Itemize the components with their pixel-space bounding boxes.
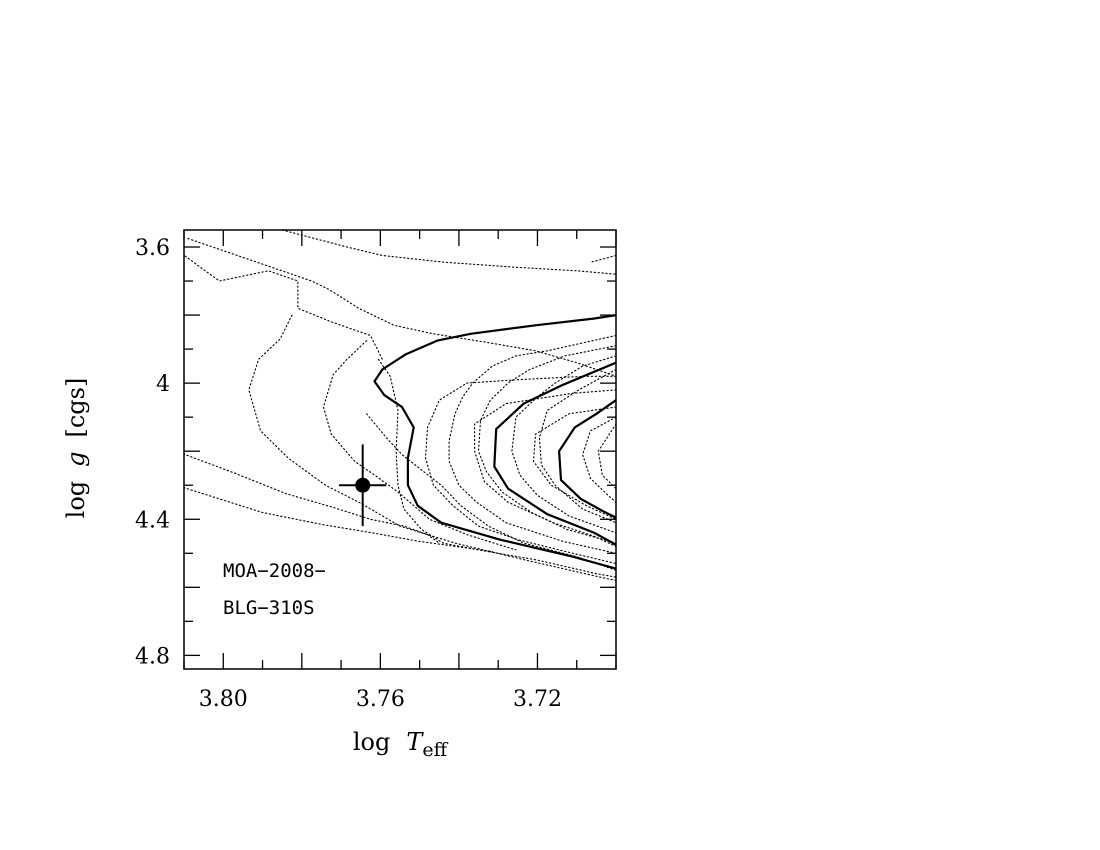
solid-contour-2 [558, 399, 616, 519]
target-label-line-2: BLG−310S [223, 597, 315, 619]
x-tick-label-380: 3.80 [199, 687, 248, 712]
dotted-track-21 [597, 423, 616, 490]
dotted-track-20 [582, 416, 616, 503]
solid-contour-1 [493, 361, 616, 546]
x-tick-label-372: 3.72 [513, 687, 562, 712]
target-error-bars [339, 444, 387, 527]
y-tick-label-4: 4 [156, 372, 170, 397]
dotted-track-8 [184, 254, 383, 360]
axis-ticks [183, 230, 617, 669]
dotted-track-12 [184, 487, 493, 553]
target-label-line-1: MOA−2008− [223, 560, 326, 582]
dotted-track-7 [532, 406, 616, 520]
dotted-track-10 [589, 254, 616, 263]
isochrone-curves [184, 230, 616, 582]
dotted-track-4 [377, 358, 616, 578]
target-star-point [355, 477, 371, 493]
x-tick-label-376: 3.76 [356, 687, 405, 712]
x-axis-title: log Teff [353, 728, 449, 761]
dotted-track-13 [248, 314, 616, 582]
dotted-track-16 [448, 334, 616, 554]
y-axis-title: logg[cgs] [62, 378, 90, 519]
dotted-track-9 [281, 230, 616, 275]
dotted-track-19 [538, 368, 616, 524]
y-tick-label-36: 3.6 [135, 236, 170, 261]
dotted-track-5 [424, 375, 616, 565]
solid-contour-0 [373, 314, 616, 570]
dotted-track-15 [366, 413, 616, 571]
plot-frame [183, 229, 617, 670]
dotted-track-6 [474, 389, 616, 548]
dotted-track-17 [477, 345, 616, 544]
dotted-track-18 [511, 355, 616, 534]
dotted-track-3 [187, 237, 616, 377]
y-tick-label-48: 4.8 [135, 644, 170, 669]
plot-border [183, 229, 617, 670]
dotted-track-14 [322, 340, 517, 551]
y-tick-label-44: 4.4 [135, 508, 170, 533]
dotted-track-11 [184, 453, 440, 544]
